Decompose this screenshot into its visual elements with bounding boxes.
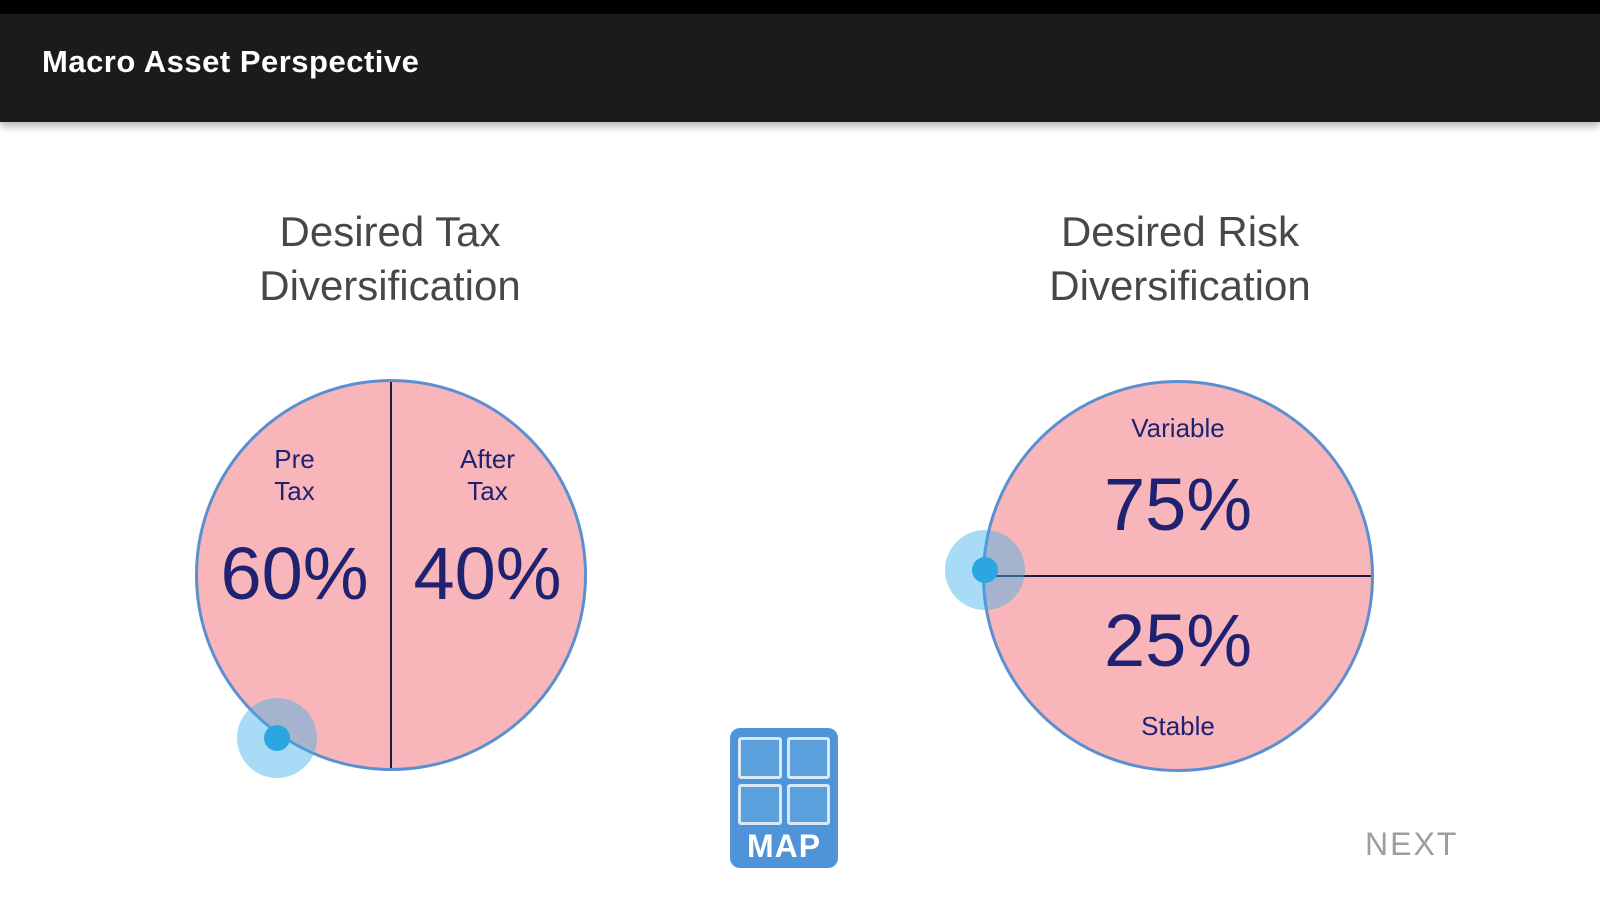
app-title: Macro Asset Perspective — [42, 44, 420, 79]
after-tax-label: After Tax — [391, 444, 584, 507]
stable-value: 25% — [1103, 599, 1253, 682]
risk-chart-title: Desired Risk Diversification — [940, 205, 1420, 313]
next-button[interactable]: NEXT — [1365, 826, 1459, 862]
logo-square-icon — [786, 783, 830, 825]
tax-chart-title-line1: Desired Tax — [279, 208, 501, 255]
pre-tax-label: Pre Tax — [198, 444, 391, 507]
after-tax-value: 40% — [413, 532, 562, 615]
after-tax-label-line2: Tax — [467, 475, 508, 506]
app-header: Macro Asset Perspective — [0, 0, 1600, 122]
variable-value: 75% — [1103, 463, 1253, 546]
variable-label: Variable — [1131, 413, 1225, 443]
pre-tax-value: 60% — [220, 532, 369, 615]
pre-tax-label-line1: Pre — [274, 444, 315, 474]
after-tax-label-line1: After — [460, 444, 515, 474]
tax-pie-divider — [390, 382, 392, 768]
map-logo: MAP — [730, 728, 838, 868]
risk-pie-chart[interactable]: Variable 75% 25% Stable — [982, 380, 1374, 772]
map-logo-text: MAP — [746, 828, 822, 864]
risk-chart-title-line1: Desired Risk — [1060, 208, 1300, 255]
logo-square-icon — [738, 737, 782, 779]
stable-label: Stable — [1141, 711, 1215, 741]
tax-chart-title: Desired Tax Diversification — [150, 205, 630, 313]
logo-square-icon — [786, 737, 830, 779]
tax-pie-chart[interactable]: Pre Tax After Tax 60% 40% — [195, 379, 587, 771]
pre-tax-label-line2: Tax — [274, 475, 315, 506]
tax-chart-title-line2: Diversification — [259, 261, 521, 309]
logo-square-icon — [738, 783, 782, 825]
map-logo-grid-icon — [738, 737, 830, 825]
risk-pie-divider — [985, 575, 1371, 577]
risk-chart-title-line2: Diversification — [1049, 261, 1311, 309]
